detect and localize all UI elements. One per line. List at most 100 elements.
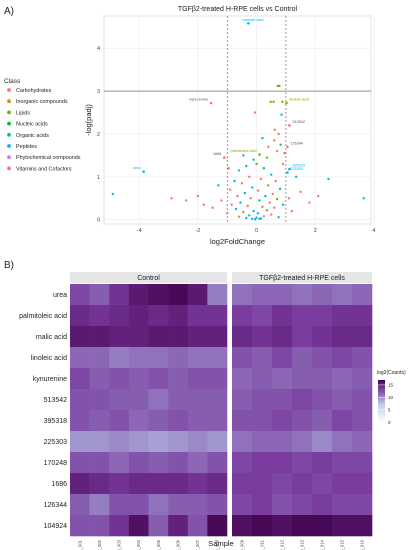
data-point — [267, 145, 270, 149]
panel-label-b: B) — [4, 260, 14, 271]
heatmap-cell — [352, 368, 373, 390]
heatmap-cell — [272, 410, 293, 432]
y-tick-label: 1 — [97, 175, 100, 181]
heatmap-cell — [89, 284, 110, 306]
data-point — [262, 167, 266, 170]
data-point — [274, 179, 277, 183]
row-label: linoleic acid — [31, 355, 67, 362]
heatmap-cell — [252, 494, 273, 516]
heatmap-cell — [292, 473, 313, 495]
heatmap-cell — [332, 284, 353, 306]
heatmap-cell — [352, 494, 373, 516]
data-point — [299, 190, 302, 194]
facet-strip — [232, 272, 372, 283]
heatmap-cell — [128, 347, 149, 369]
class-legend-title: Class — [4, 78, 21, 85]
heatmap-cell — [89, 410, 110, 432]
data-point — [233, 179, 236, 183]
heatmap-cell — [352, 431, 373, 453]
data-point — [228, 188, 232, 191]
data-point — [250, 217, 254, 221]
heatmap-cell — [292, 389, 313, 411]
x-tick-label: -2 — [195, 228, 200, 234]
legend-dot — [7, 88, 11, 92]
point-label: palmitoleic acid — [231, 149, 257, 153]
heatmap-cell — [207, 494, 228, 516]
legend-dot — [7, 121, 11, 126]
heatmap-cell — [187, 284, 208, 306]
row-label: 170248 — [44, 460, 67, 467]
data-point — [287, 197, 291, 200]
heatmap-cell — [252, 410, 273, 432]
heatmap-cell — [292, 515, 313, 537]
data-point — [258, 199, 261, 202]
heatmap-cell — [70, 389, 90, 411]
data-point — [259, 177, 263, 181]
data-point — [277, 215, 280, 219]
heatmap-cell — [252, 326, 273, 348]
heatmap-cell — [187, 473, 208, 495]
heatmap-cell — [109, 305, 130, 327]
heatmap-cell — [232, 305, 253, 327]
data-point — [275, 197, 279, 201]
sample-tick-label: X14_014 — [320, 539, 325, 550]
heatmap-cell — [168, 389, 189, 411]
heatmap-cell — [207, 515, 228, 537]
heatmap-cell — [168, 494, 189, 516]
heatmap-cell — [168, 305, 189, 327]
data-point — [240, 182, 244, 185]
heatmap-cell — [168, 410, 189, 432]
heatmap-cell — [187, 368, 208, 390]
x-axis-label: log2FoldChange — [210, 237, 265, 246]
heatmap-cell — [148, 431, 169, 453]
heatmap-cell — [109, 347, 130, 369]
sample-tick-label: X2_002 — [97, 539, 102, 550]
heatmap-cell — [272, 284, 293, 306]
data-point — [246, 204, 249, 208]
heatmap-cell — [70, 494, 90, 516]
heatmap-cell — [312, 473, 333, 495]
heatmap-cell — [332, 473, 353, 495]
data-point — [281, 162, 285, 166]
heatmap-cell — [207, 389, 228, 411]
data-point — [270, 173, 273, 176]
heatmap-cell — [109, 368, 130, 390]
data-point — [245, 216, 248, 220]
data-point — [242, 210, 245, 214]
data-point — [281, 203, 285, 206]
panel-label-a: A) — [4, 6, 14, 17]
heatmap-cell — [272, 431, 293, 453]
heatmap-cell — [312, 284, 333, 306]
data-point — [217, 184, 220, 187]
point-label: urea — [133, 166, 141, 170]
heatmap-cell — [292, 494, 313, 516]
heatmap-cell — [312, 515, 333, 537]
heatmap-cell — [89, 494, 110, 516]
heatmap-cell — [89, 515, 110, 537]
colorbar-tick-label: 15 — [388, 383, 394, 388]
legend-label: Peptides — [16, 144, 37, 150]
heatmap-cell — [70, 452, 90, 474]
heatmap-cell — [109, 284, 130, 306]
heatmap-cell — [332, 305, 353, 327]
data-point — [264, 194, 267, 198]
data-point — [269, 100, 272, 103]
x-tick-label: 2 — [314, 228, 317, 234]
data-point — [283, 152, 286, 155]
data-point — [236, 194, 239, 198]
heatmap-cell — [89, 326, 110, 348]
heatmap-cell — [128, 431, 149, 453]
heatmap-cell — [232, 389, 253, 411]
row-label: 126344 — [44, 502, 67, 509]
heatmap-cell — [187, 305, 208, 327]
heatmap-cell — [252, 368, 273, 390]
data-point — [245, 164, 248, 168]
heatmap-cell — [332, 452, 353, 474]
row-label: 395318 — [44, 418, 67, 425]
data-point — [294, 175, 298, 179]
data-point — [316, 194, 320, 198]
data-point — [237, 169, 241, 172]
heatmap-cell — [109, 515, 130, 537]
heatmap-cell — [332, 368, 353, 390]
legend-dot — [7, 110, 11, 115]
